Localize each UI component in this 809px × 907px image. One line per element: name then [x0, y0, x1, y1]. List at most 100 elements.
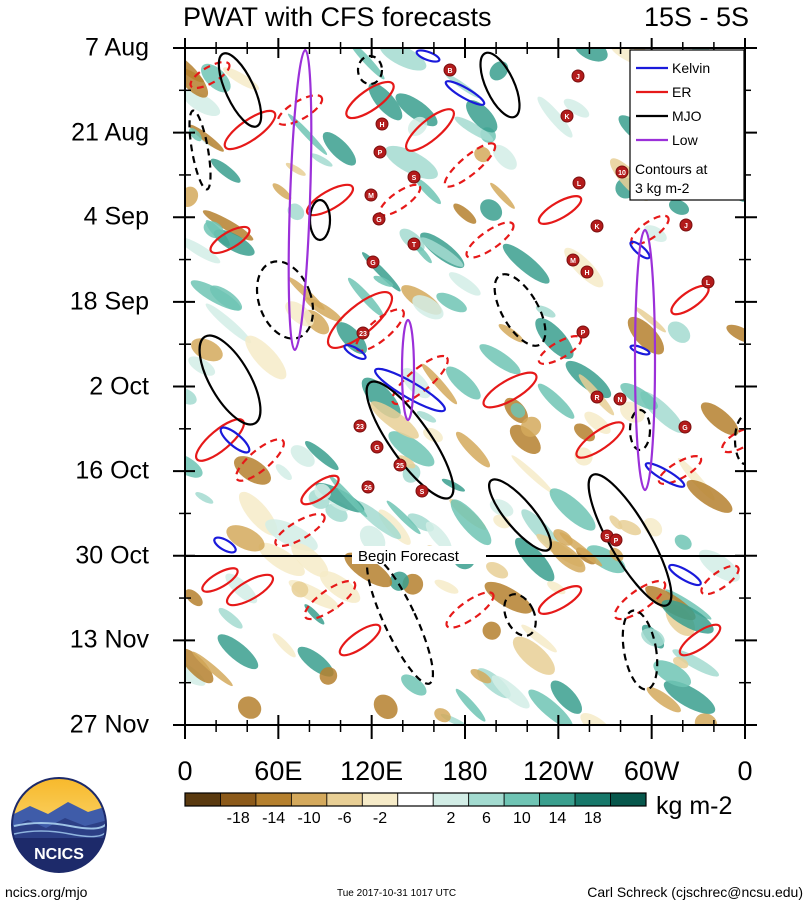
pwat-anomaly-blob [245, 335, 287, 380]
pwat-anomaly-blob [185, 186, 199, 207]
storm-label: J [576, 74, 580, 81]
footer-author: Carl Schreck (cjschrec@ncsu.edu) [587, 884, 803, 900]
pwat-anomaly-blob [304, 441, 339, 471]
er-contour [443, 142, 497, 188]
pwat-anomaly-blob [474, 146, 491, 163]
er-contour [537, 585, 583, 615]
er-contour [300, 474, 340, 506]
pwat-anomaly-blob [521, 624, 557, 653]
pwat-anomaly-blob [520, 416, 542, 437]
er-contour [195, 418, 245, 462]
colorbar-tick-label: -6 [337, 810, 352, 827]
storm-marker: P [576, 325, 590, 339]
footer-url: ncics.org/mjo [5, 884, 88, 900]
pwat-anomaly-blob [586, 545, 626, 574]
storm-marker: 10 [615, 165, 629, 179]
pwat-anomaly-blob [425, 521, 452, 551]
pwat-anomaly-blob [386, 500, 421, 535]
x-tick-label: 0 [177, 756, 193, 786]
pwat-anomaly-blob [218, 607, 243, 629]
pwat-anomaly-blob [492, 144, 517, 170]
storm-label: 23 [356, 424, 364, 431]
storm-label: T [412, 242, 417, 249]
mjo-contour [628, 408, 652, 452]
pwat-anomaly-blob [385, 145, 438, 180]
mjo-contour [493, 273, 547, 347]
er-contour [445, 591, 495, 629]
colorbar-tick-label: 2 [446, 810, 456, 827]
pwat-anomaly-blob [420, 237, 464, 267]
low-contour [400, 318, 416, 422]
storm-label: 10 [618, 170, 626, 177]
pwat-anomaly-blob [510, 402, 526, 418]
pwat-anomaly-blob [726, 324, 745, 344]
y-tick-label: 2 Oct [89, 372, 149, 400]
pwat-anomaly-blob [563, 98, 590, 118]
kelvin-contour [644, 462, 686, 488]
storm-marker: H [375, 117, 389, 131]
storm-marker: S [415, 484, 429, 498]
colorbar-bin [184, 792, 221, 807]
pwat-anomaly-blob [700, 402, 739, 436]
pwat-anomaly-blob [698, 549, 740, 582]
storm-marker: J [679, 218, 693, 232]
pwat-anomaly-blob [694, 713, 718, 725]
storm-label: S [605, 534, 610, 541]
legend-note-line2: 3 kg m-2 [635, 180, 690, 196]
storm-marker: L [701, 275, 715, 289]
mjo-contour [198, 334, 262, 426]
pwat-anomaly-blob [319, 667, 338, 685]
er-contour [345, 80, 395, 120]
er-contour [338, 623, 382, 657]
er-contour [225, 573, 275, 607]
pwat-anomaly-blob [511, 455, 553, 494]
storm-marker: G [370, 440, 384, 454]
pwat-anomaly-blob [202, 210, 254, 241]
pwat-anomaly-blob [668, 199, 690, 215]
colorbar-bin [432, 792, 470, 807]
x-tick-label: 60E [254, 756, 303, 786]
ncics-logo: NCICS [11, 777, 107, 873]
storm-marker: 23 [356, 326, 370, 340]
storm-label: J [684, 223, 688, 230]
pwat-anomaly-blob [205, 303, 252, 344]
storm-marker: 25 [393, 458, 407, 472]
pwat-anomaly-blob [565, 360, 612, 399]
storm-marker: J [571, 69, 585, 83]
storm-label: P [581, 330, 586, 337]
colorbar-bin [610, 792, 647, 807]
storm-marker: G [366, 255, 380, 269]
pwat-anomaly-blob [304, 297, 343, 322]
mjo-contour [488, 478, 552, 552]
pwat-anomaly-blob [498, 323, 524, 343]
mjo-contour [621, 609, 659, 691]
pwat-anomaly-blob [415, 178, 442, 205]
pwat-anomaly-blob [290, 445, 315, 467]
pwat-anomaly-blob [436, 292, 467, 313]
storm-marker: N [613, 392, 627, 406]
pwat-anomaly-blob [322, 132, 357, 166]
storm-marker: K [590, 219, 604, 233]
legend-label: MJO [672, 108, 702, 124]
pwat-anomaly-blob [373, 275, 394, 287]
pwat-anomaly-blob [686, 479, 733, 513]
pwat-anomaly-blob [225, 573, 258, 604]
pwat-anomaly-blob [584, 411, 611, 434]
er-contour [303, 579, 357, 621]
er-contour [305, 183, 355, 217]
pwat-anomaly-blob [454, 116, 494, 142]
x-tick-label: 60W [623, 756, 680, 786]
er-contour [189, 60, 231, 90]
y-tick-label: 16 Oct [75, 456, 149, 485]
storm-label: G [370, 260, 376, 267]
er-contour [482, 371, 538, 409]
pwat-anomaly-blob [486, 561, 509, 579]
er-contour [700, 564, 740, 596]
storm-label: S [412, 175, 417, 182]
pwat-anomaly-blob [665, 589, 712, 620]
pwat-anomaly-blob [466, 100, 498, 133]
pwat-anomaly-blob [217, 634, 259, 670]
colorbar-bin [255, 792, 292, 807]
pwat-anomaly-blob [528, 689, 573, 725]
storm-marker: G [372, 212, 386, 226]
